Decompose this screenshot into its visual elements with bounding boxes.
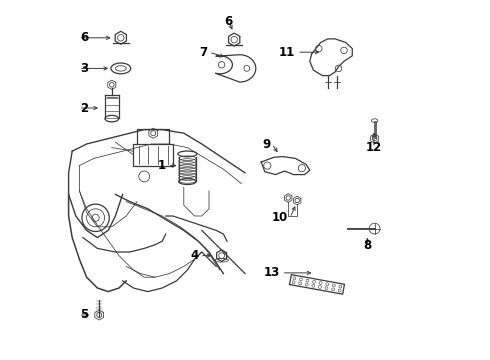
Text: 9: 9 [262, 138, 270, 150]
Text: 12: 12 [366, 141, 382, 154]
Text: 7: 7 [199, 46, 207, 59]
Text: 3: 3 [80, 62, 89, 75]
Text: 6: 6 [80, 31, 89, 44]
Text: 5: 5 [80, 309, 89, 321]
Text: 2: 2 [80, 102, 89, 114]
Text: 6: 6 [225, 15, 233, 28]
Text: 1: 1 [158, 159, 166, 172]
Text: 13: 13 [264, 266, 280, 279]
Bar [133, 144, 173, 166]
Text: 4: 4 [190, 249, 198, 262]
Text: 11: 11 [279, 46, 295, 59]
Text: 10: 10 [272, 211, 288, 224]
Text: 8: 8 [363, 239, 371, 252]
